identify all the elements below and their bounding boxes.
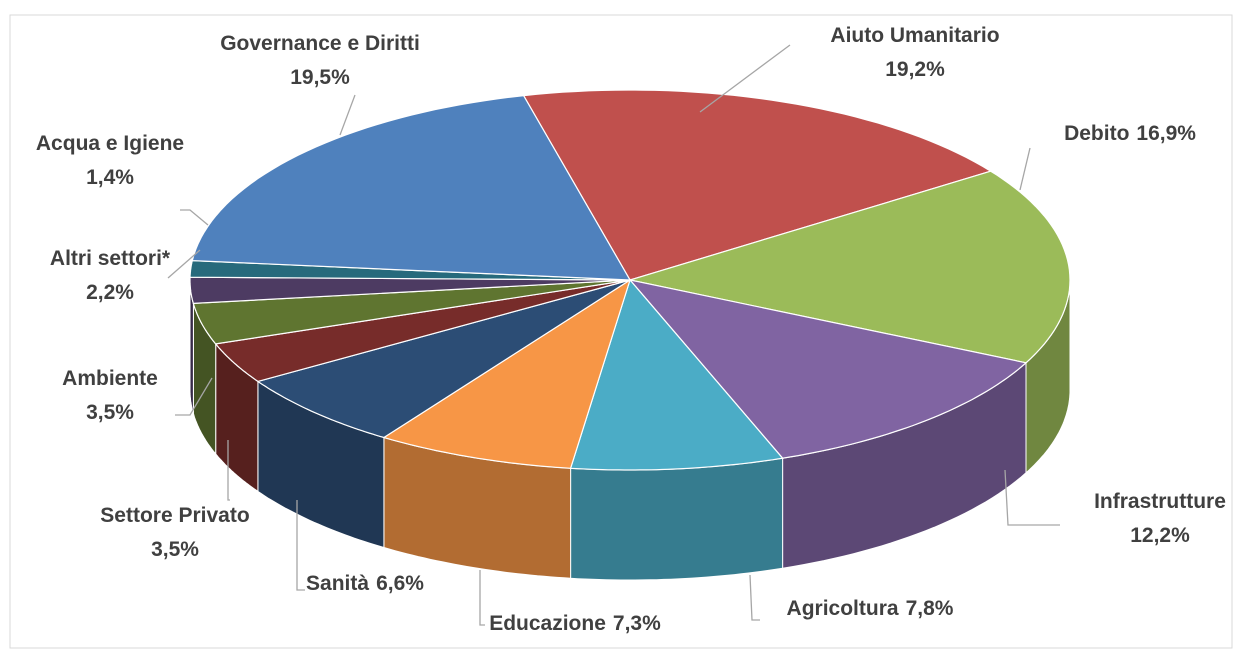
data-label: Educazione 7,3%: [489, 612, 661, 635]
leader-line: [175, 377, 213, 416]
data-label: Debito 16,9%: [1064, 122, 1196, 145]
label-category: Acqua e Igiene: [36, 132, 184, 155]
slice: [629, 170, 1071, 364]
slice: [522, 89, 993, 281]
leader-line: [699, 44, 791, 113]
slice-side: [570, 457, 784, 581]
label-value: 3,5%: [151, 538, 199, 561]
data-label: Aiuto Umanitario 19,2%: [830, 24, 999, 81]
label-value: 7,8%: [906, 597, 954, 620]
leader-line: [180, 209, 209, 226]
slice: [256, 279, 631, 439]
data-label: Infrastrutture 12,2%: [1094, 490, 1226, 547]
label-category: Altri settori*: [50, 247, 171, 270]
slice: [628, 279, 1028, 459]
leader-line: [167, 249, 201, 279]
label-value: 19,2%: [885, 58, 945, 81]
data-label: Acqua e Igiene 1,4%: [36, 132, 184, 189]
leader-line: [749, 574, 760, 621]
label-value: 19,5%: [290, 66, 350, 89]
leader-line: [339, 94, 356, 136]
label-value: 2,2%: [86, 281, 134, 304]
data-label: Ambiente 3,5%: [62, 367, 158, 424]
slice: [191, 94, 632, 281]
label-value: 1,4%: [86, 166, 134, 189]
slice: [382, 278, 632, 469]
label-category: Infrastrutture: [1094, 490, 1226, 513]
slice: [214, 279, 631, 383]
label-category: Aiuto Umanitario: [830, 24, 999, 47]
label-category: Sanità: [306, 572, 369, 595]
label-category: Governance e Diritti: [220, 32, 420, 55]
leader-line: [227, 440, 230, 501]
label-category: Agricoltura: [787, 597, 899, 620]
data-label: Altri settori* 2,2%: [50, 247, 171, 304]
leader-line: [1019, 147, 1031, 191]
label-category: Settore Privato: [100, 504, 249, 527]
slice: [192, 279, 631, 345]
slice: [569, 278, 784, 471]
label-category: Educazione: [489, 612, 606, 635]
slice: [189, 276, 631, 305]
label-value: 16,9%: [1136, 122, 1196, 145]
label-value: 6,6%: [376, 572, 424, 595]
label-value: 7,3%: [613, 612, 661, 635]
data-label: Agricoltura 7,8%: [787, 597, 954, 620]
label-value: 12,2%: [1130, 524, 1190, 547]
leader-line: [1004, 469, 1060, 526]
label-category: Ambiente: [62, 367, 158, 390]
data-label: Settore Privato 3,5%: [100, 504, 249, 561]
data-label: Sanità 6,6%: [306, 572, 424, 595]
leader-line: [296, 500, 305, 591]
label-category: Debito: [1064, 122, 1129, 145]
leader-line: [479, 570, 485, 626]
data-label: Governance e Diritti 19,5%: [220, 32, 420, 89]
label-value: 3,5%: [86, 401, 134, 424]
